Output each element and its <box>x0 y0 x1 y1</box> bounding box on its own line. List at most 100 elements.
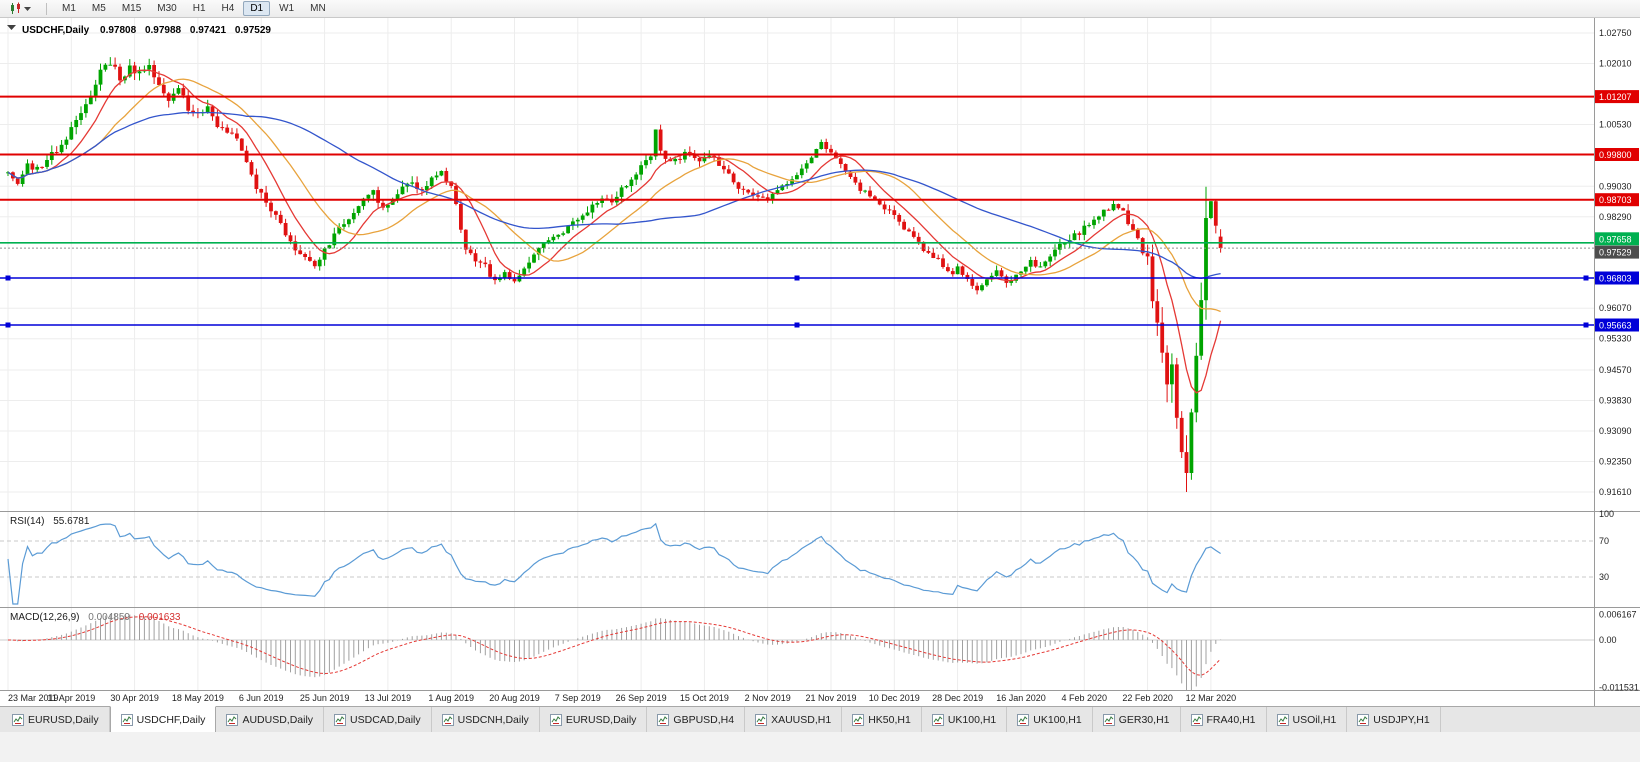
rsi-label: RSI(14) <box>10 516 44 527</box>
rsi-panel <box>0 522 1594 605</box>
timeframe-h4-button[interactable]: H4 <box>221 3 235 14</box>
tab-label: HK50,H1 <box>868 713 911 726</box>
price-tick-label: 0.96070 <box>1599 303 1632 313</box>
price-badge-0.97658 <box>1595 232 1639 246</box>
line-handle[interactable] <box>794 322 800 328</box>
tab-fra40-h1[interactable]: FRA40,H1 <box>1181 707 1267 732</box>
date-label: 16 Jan 2020 <box>996 693 1046 703</box>
date-label: 26 Sep 2019 <box>616 693 667 703</box>
chart-ohlc-title: USDCHF,Daily 0.97808 0.97988 0.97421 0.9… <box>22 25 271 36</box>
dropdown-arrow-icon <box>24 6 31 11</box>
price-tick-label: 0.91610 <box>1599 487 1632 497</box>
tab-hk50-h1[interactable]: HK50,H1 <box>842 707 922 732</box>
rsi-value: 55.6781 <box>53 516 90 527</box>
tab-label: USOil,H1 <box>1292 713 1337 726</box>
ohlc-open: 0.97808 <box>100 25 137 36</box>
date-label: 11 Apr 2019 <box>47 693 95 703</box>
macd-level-label: 0.006167 <box>1599 610 1637 620</box>
date-label: 1 Aug 2019 <box>428 693 474 703</box>
ohlc-low: 0.97421 <box>190 25 227 36</box>
horizontal-lines-layer[interactable] <box>0 95 1594 328</box>
date-label: 21 Nov 2019 <box>805 693 856 703</box>
line-handle[interactable] <box>5 322 11 328</box>
timeframe-m5-button[interactable]: M5 <box>91 3 106 14</box>
labels-layer: USDCHF,Daily 0.97808 0.97988 0.97421 0.9… <box>7 25 271 623</box>
chart-collapse-icon[interactable] <box>7 25 16 30</box>
line-handle[interactable] <box>5 275 11 281</box>
price-chart[interactable]: 1.02750 1.02010 1.00530 0.99030 0.98290 0.960… <box>0 18 1640 706</box>
macd-main-value: 0.004859 <box>88 612 130 623</box>
chart-area[interactable]: 1.02750 1.02010 1.00530 0.99030 0.98290 0.960… <box>0 18 1640 706</box>
rsi-level-label: 70 <box>1599 536 1609 546</box>
tab-eurusd-daily[interactable]: EURUSD,Daily <box>540 707 648 732</box>
price-badge-label: 0.95663 <box>1599 320 1632 330</box>
window-bottom-area <box>0 732 1640 762</box>
price-badge-label: 0.97529 <box>1599 248 1632 258</box>
price-tick-label: 0.95330 <box>1599 334 1632 344</box>
date-label: 10 Dec 2019 <box>869 693 920 703</box>
tab-xauusd-h1[interactable]: XAUUSD,H1 <box>745 707 843 732</box>
chart-thumb-icon <box>1357 713 1370 726</box>
timeframe-toolbar: M1 M5 M15 M30 H1 H4 D1 W1 MN <box>0 0 1640 18</box>
tab-eurusd-daily[interactable]: EURUSD,Daily <box>2 707 110 732</box>
tab-label: EURUSD,Daily <box>565 713 637 726</box>
date-label: 12 Mar 2020 <box>1186 693 1237 703</box>
timeframe-d1-button[interactable]: D1 <box>243 1 271 16</box>
chart-type-button[interactable] <box>4 1 40 17</box>
tab-label: EURUSD,Daily <box>28 713 99 726</box>
tab-usoil-h1[interactable]: USOil,H1 <box>1267 707 1348 732</box>
tab-label: USDJPY,H1 <box>1373 713 1430 726</box>
tab-usdjpy-h1[interactable]: USDJPY,H1 <box>1347 707 1441 732</box>
tab-label: USDCAD,Daily <box>350 713 421 726</box>
tab-audusd-daily[interactable]: AUDUSD,Daily <box>216 707 325 732</box>
date-label: 18 May 2019 <box>172 693 224 703</box>
tab-usdcnh-daily[interactable]: USDCNH,Daily <box>432 707 540 732</box>
tab-ger30-h1[interactable]: GER30,H1 <box>1093 707 1181 732</box>
price-tick-label: 0.93090 <box>1599 426 1632 436</box>
tab-usdchf-daily[interactable]: USDCHF,Daily <box>109 706 217 732</box>
candlesticks-layer <box>6 57 1223 492</box>
date-label: 6 Jun 2019 <box>239 693 284 703</box>
price-badge-1.01207 <box>1595 90 1639 104</box>
timeframe-mn-button[interactable]: MN <box>310 3 326 14</box>
tab-label: GER30,H1 <box>1118 713 1170 726</box>
chart-thumb-icon <box>931 713 944 726</box>
tab-label: FRA40,H1 <box>1206 713 1256 726</box>
price-tick-label: 1.02010 <box>1599 58 1632 68</box>
price-badge-0.98703 <box>1595 193 1639 207</box>
rsi-level-label: 100 <box>1599 509 1614 519</box>
chart-tabs-bar: EURUSD,Daily USDCHF,Daily AUDUSD,Daily USDC… <box>0 706 1640 732</box>
macd-title: MACD(12,26,9) 0.004859 0.001633 <box>10 612 181 623</box>
timeframe-h1-button[interactable]: H1 <box>192 3 206 14</box>
date-label: 13 Jul 2019 <box>365 693 412 703</box>
grid-layer <box>0 18 1594 690</box>
timeframe-m30-button[interactable]: M30 <box>157 3 177 14</box>
timeframe-m15-button[interactable]: M15 <box>121 3 142 14</box>
ohlc-close: 0.97529 <box>235 25 272 36</box>
ohlc-high: 0.97988 <box>145 25 182 36</box>
timeframe-m1-button[interactable]: M1 <box>62 3 76 14</box>
date-label: 15 Oct 2019 <box>680 693 729 703</box>
line-handle[interactable] <box>794 275 800 281</box>
date-label: 28 Dec 2019 <box>932 693 983 703</box>
tab-uk100-h1[interactable]: UK100,H1 <box>1007 707 1093 732</box>
price-badge-0.97529 <box>1595 245 1639 259</box>
chart-thumb-icon <box>12 713 24 726</box>
line-handle[interactable] <box>1583 322 1589 328</box>
chart-thumb-icon <box>549 713 562 726</box>
tab-gbpusd-h4[interactable]: GBPUSD,H4 <box>647 707 746 732</box>
tab-usdcad-daily[interactable]: USDCAD,Daily <box>324 707 432 732</box>
date-label: 23 Mar 2019 <box>8 693 59 703</box>
tab-uk100-h1[interactable]: UK100,H1 <box>922 707 1008 732</box>
macd-label: MACD(12,26,9) <box>10 612 79 623</box>
price-badge-label: 1.01207 <box>1599 92 1632 102</box>
chart-thumb-icon <box>755 713 768 726</box>
toolbar-separator <box>46 2 47 15</box>
tab-label: USDCNH,Daily <box>457 713 529 726</box>
chart-thumb-icon <box>226 713 239 726</box>
macd-level-label: 0.00 <box>1599 635 1617 645</box>
price-badge-label: 0.96803 <box>1599 274 1632 284</box>
timeframe-w1-button[interactable]: W1 <box>279 3 295 14</box>
line-handle[interactable] <box>1583 275 1589 281</box>
